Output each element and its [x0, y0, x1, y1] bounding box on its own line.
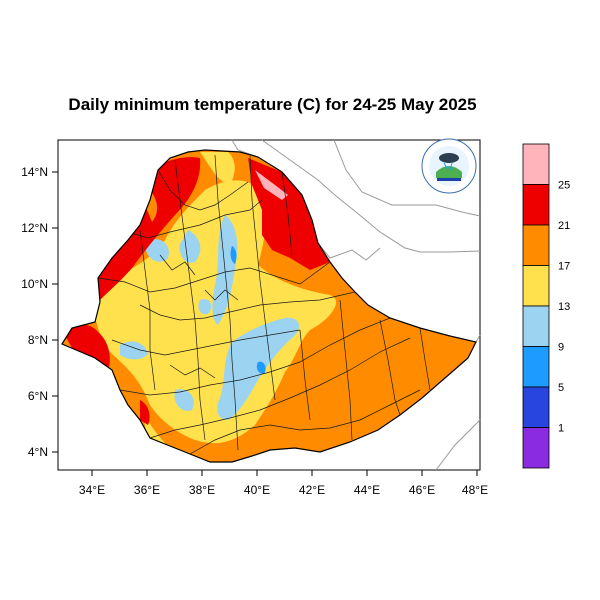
- colorbar-label: 17: [558, 261, 570, 273]
- colorbar-swatch: [522, 305, 550, 347]
- colorbar-label: 13: [558, 301, 570, 313]
- y-axis: [52, 171, 58, 453]
- colorbar-swatch: [522, 265, 550, 307]
- colorbar-swatch: [522, 386, 550, 428]
- colorbar-swatch: [522, 224, 550, 266]
- y-tick-label: 8°N: [28, 333, 48, 347]
- y-tick-label: 6°N: [28, 389, 48, 403]
- admin-boundaries: [97, 154, 431, 455]
- y-tick-label: 4°N: [28, 445, 48, 459]
- colorbar: 25 21 17 13 9 5 1: [522, 143, 570, 469]
- map-title: Daily minimum temperature (C) for 24-25 …: [68, 95, 477, 114]
- y-tick-label: 10°N: [21, 277, 48, 291]
- x-tick-label: 34°E: [79, 483, 105, 497]
- colorbar-label: 5: [558, 382, 564, 394]
- colorbar-label: 9: [558, 342, 564, 354]
- colorbar-swatch: [522, 143, 550, 185]
- x-tick-label: 42°E: [299, 483, 325, 497]
- x-tick-label: 48°E: [462, 483, 488, 497]
- colorbar-swatch: [522, 427, 550, 469]
- colorbar-label: 21: [558, 220, 570, 232]
- x-axis: [91, 470, 478, 476]
- y-tick-label: 12°N: [21, 221, 48, 235]
- x-tick-label: 40°E: [244, 483, 270, 497]
- colorbar-label: 1: [558, 423, 564, 435]
- x-tick-label: 38°E: [189, 483, 215, 497]
- x-tick-label: 36°E: [134, 483, 160, 497]
- colorbar-label: 25: [558, 180, 570, 192]
- colorbar-swatch: [522, 346, 550, 388]
- x-tick-label: 46°E: [409, 483, 435, 497]
- x-tick-label: 44°E: [354, 483, 380, 497]
- neighbor-borders: [231, 139, 481, 471]
- institute-logo: [421, 138, 477, 194]
- colorbar-swatch: [522, 184, 550, 226]
- y-tick-label: 14°N: [21, 165, 48, 179]
- country-outline: [61, 149, 477, 463]
